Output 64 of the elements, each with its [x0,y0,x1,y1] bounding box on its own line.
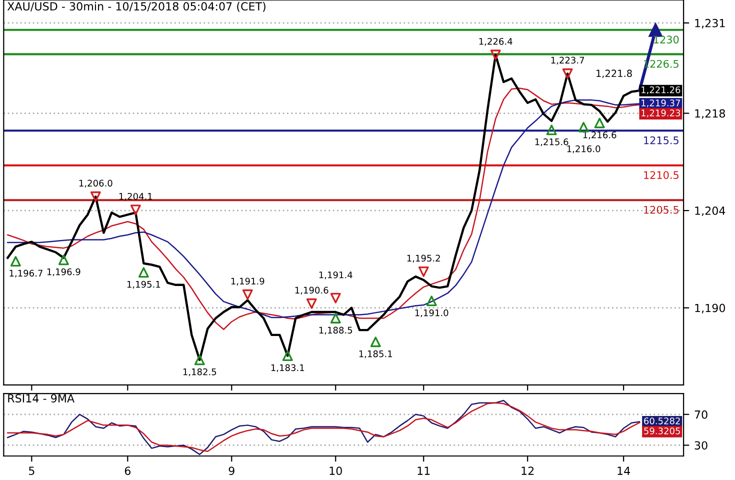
data-label: 1,221.26 [642,86,680,94]
data-label: 1,219.23 [642,110,680,118]
data-label: 1,183.1 [271,364,304,372]
data-label: 1,226.4 [479,38,512,46]
point [138,267,149,278]
data-label: 1,185.1 [359,350,392,358]
x-tick-label: 5 [28,466,34,476]
y-tick-label: 1,190 [695,304,726,314]
data-label: 60.5282 [644,417,680,424]
point [648,22,662,37]
chart-title: XAU/USD - 30min - 10/15/2018 05:04:07 (CET) [7,2,266,12]
x-tick-label: 12 [522,466,534,475]
point [426,296,437,306]
ref-line-label: 1230 [654,36,679,44]
point [306,298,317,309]
y-tick-label: 1,231 [695,18,725,28]
point [330,313,341,324]
x-tick-label: 9 [228,466,234,476]
point [490,50,501,60]
data-label: 1,196.7 [10,270,42,278]
ref-line-label: 1210.5 [644,171,678,179]
point [546,124,557,136]
data-label: 1,190.6 [295,286,328,294]
data-label: 1,216.6 [583,131,616,140]
x-tick-label: 10 [330,466,342,476]
data-label: 1,219.37 [642,100,680,108]
chart-title: RSI14 - 9MA [8,394,74,403]
data-label: 1,223.7 [551,56,584,64]
data-label: 59.3205 [644,427,680,434]
point [562,68,573,79]
data-label: 1,215.6 [535,138,568,146]
y-tick-label: 1,218 [695,109,726,119]
point [418,266,429,277]
data-label: 1,196.9 [47,268,80,276]
x-tick-label: 6 [124,466,130,476]
data-label: 1,216.0 [567,145,600,154]
data-label: 1,182.5 [183,368,216,376]
point [194,354,205,366]
y-tick-label: 1,204 [695,206,726,216]
data-label: 1,195.1 [127,280,160,289]
data-label: 1,206.0 [79,180,112,188]
y-tick-label: 70 [694,410,708,419]
point [90,191,101,202]
y-tick-label: 30 [694,441,708,450]
point [330,292,341,304]
data-label: 1,191.4 [319,271,352,280]
point [242,289,253,300]
point [578,122,589,132]
data-label: 1,191.0 [415,309,448,318]
annotation: 1,221.8 [596,70,632,78]
x-tick-label: 14 [618,466,630,475]
ref-line-label: 1215.5 [644,136,678,144]
data-label: 1,204.1 [119,192,152,201]
point [282,350,293,361]
data-label: 1,195.2 [407,254,440,263]
point [10,256,21,266]
data-label: 1,191.9 [231,278,264,286]
point [370,336,381,348]
point [594,118,605,128]
x-tick-label: 11 [418,466,430,475]
point [130,204,141,216]
data-label: 1,188.5 [319,326,352,334]
ref-line-label: 1205.5 [644,206,678,214]
point [58,254,69,266]
